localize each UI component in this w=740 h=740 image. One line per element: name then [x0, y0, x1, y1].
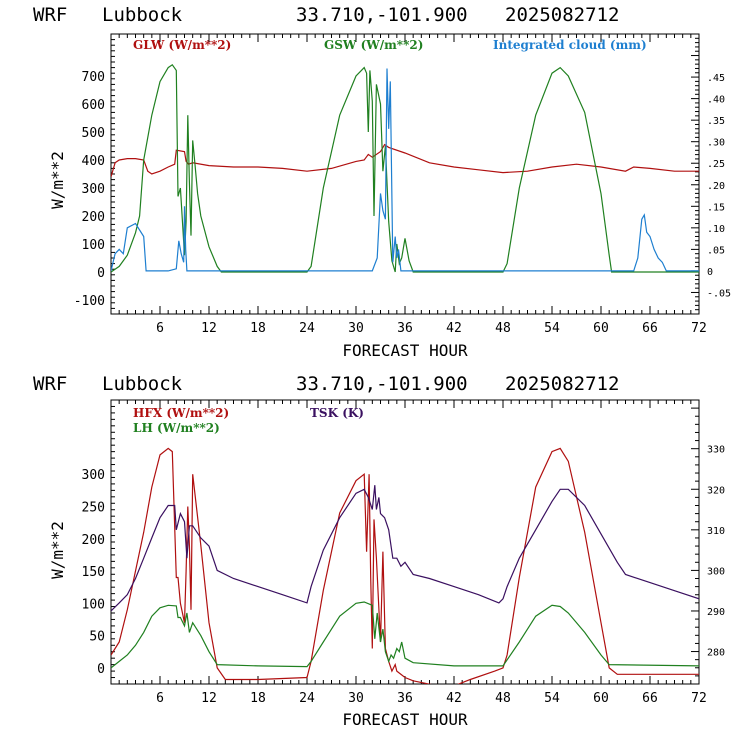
top-y2-tick-label: .05 — [707, 245, 725, 256]
top-series-line-0 — [111, 143, 699, 177]
top-y-tick-label: 600 — [82, 98, 105, 113]
bottom-x-tick-label: 18 — [250, 691, 266, 706]
top-x-tick-label: 24 — [299, 321, 315, 336]
top-x-tick-label: 72 — [691, 321, 707, 336]
top-x-tick-label: 12 — [201, 321, 217, 336]
top-y-tick-label: 300 — [82, 182, 105, 197]
bottom-x-tick-label: 30 — [348, 691, 364, 706]
bottom-x-tick-label: 66 — [642, 691, 658, 706]
bottom-x-tick-label: 24 — [299, 691, 315, 706]
bottom-x-tick-label: 72 — [691, 691, 707, 706]
top-y2-tick-label: .25 — [707, 159, 725, 170]
top-y2-tick-label: .10 — [707, 224, 725, 235]
top-y-tick-label: 700 — [82, 70, 105, 85]
top-x-tick-label: 60 — [593, 321, 609, 336]
bottom-x-tick-label: 36 — [397, 691, 413, 706]
bottom-series — [111, 447, 699, 684]
bottom-plot-frame — [110, 399, 700, 685]
top-chart: WRF Lubbock 33.710,-101.900 2025082712 6… — [33, 4, 731, 360]
bottom-x-tick-label: 6 — [156, 691, 164, 706]
bottom-y-tick-label: 250 — [82, 501, 105, 516]
top-y2-tick-label: .30 — [707, 138, 725, 149]
bottom-y-tick-label: 300 — [82, 468, 105, 483]
top-x-tick-label: 54 — [544, 321, 560, 336]
bottom-header-location: Lubbock — [102, 373, 183, 395]
bottom-header-coords: 33.710,-101.900 — [296, 373, 468, 395]
bottom-chart: WRF Lubbock 33.710,-101.900 2025082712 6… — [33, 373, 725, 729]
top-series-line-2 — [111, 68, 699, 272]
top-header-location: Lubbock — [102, 4, 183, 26]
bottom-legend-hfx: HFX (W/m**2) — [133, 406, 229, 420]
bottom-y-tick-label: 200 — [82, 533, 105, 548]
top-x-tick-label: 66 — [642, 321, 658, 336]
bottom-header-run: 2025082712 — [505, 373, 619, 395]
top-header-run: 2025082712 — [505, 4, 619, 26]
bottom-x-axis-label: FORECAST HOUR — [342, 710, 468, 729]
top-y-tick-label: -100 — [74, 294, 105, 309]
bottom-x-tick-label: 12 — [201, 691, 217, 706]
bottom-header-model: WRF — [33, 373, 67, 395]
top-x-tick-label: 30 — [348, 321, 364, 336]
top-header-model: WRF — [33, 4, 67, 26]
bottom-y-tick-label: 100 — [82, 597, 105, 612]
top-header-coords: 33.710,-101.900 — [296, 4, 468, 26]
bottom-y2-tick-label: 280 — [707, 648, 725, 659]
top-x-tick-label: 48 — [495, 321, 511, 336]
top-plot-frame — [110, 33, 700, 315]
top-y-tick-label: 500 — [82, 126, 105, 141]
top-ticks: 6 12 18 24 30 36 42 48 54 60 66 72 -100 0 100 200 300 400… — [74, 34, 731, 336]
bottom-series-line-0 — [111, 447, 699, 684]
bottom-y2-tick-label: 320 — [707, 485, 725, 496]
bottom-legend-lh: LH (W/m**2) — [133, 421, 220, 435]
bottom-series-line-1 — [111, 601, 699, 669]
bottom-y2-tick-label: 330 — [707, 445, 725, 456]
top-series-line-1 — [111, 63, 699, 273]
bottom-ticks: 6 12 18 24 30 36 42 48 54 60 66 72 0 50 100 150 200 250 30… — [82, 400, 725, 706]
top-y-tick-label: 400 — [82, 154, 105, 169]
top-y-axis-label: W/m**2 — [48, 151, 67, 209]
top-legend-cloud: Integrated cloud (mm) — [493, 38, 647, 52]
top-x-tick-label: 6 — [156, 321, 164, 336]
bottom-y-axis-label: W/m**2 — [48, 521, 67, 579]
top-legend-glw: GLW (W/m**2) — [133, 38, 231, 52]
bottom-x-tick-label: 48 — [495, 691, 511, 706]
top-x-tick-label: 42 — [446, 321, 462, 336]
top-series — [111, 63, 699, 273]
top-y-tick-label: 0 — [97, 266, 105, 281]
bottom-y2-tick-label: 300 — [707, 566, 725, 577]
bottom-y-tick-label: 0 — [97, 662, 105, 677]
bottom-x-tick-label: 42 — [446, 691, 462, 706]
bottom-y-tick-label: 150 — [82, 565, 105, 580]
bottom-x-tick-label: 54 — [544, 691, 560, 706]
top-y2-tick-label: -.05 — [707, 288, 731, 299]
bottom-legend-tsk: TSK (K) — [310, 406, 364, 420]
top-y2-tick-label: .40 — [707, 95, 725, 106]
top-x-tick-label: 18 — [250, 321, 266, 336]
bottom-series-line-2 — [111, 485, 699, 612]
bottom-y-tick-label: 50 — [89, 630, 105, 645]
top-y-tick-label: 100 — [82, 238, 105, 253]
bottom-y2-tick-label: 310 — [707, 526, 725, 537]
top-y2-tick-label: .20 — [707, 181, 725, 192]
bottom-y2-tick-label: 290 — [707, 607, 725, 618]
bottom-x-tick-label: 60 — [593, 691, 609, 706]
top-y2-tick-label: .45 — [707, 73, 725, 84]
top-legend-gsw: GSW (W/m**2) — [324, 38, 423, 52]
top-y2-tick-label: .15 — [707, 202, 725, 213]
top-x-axis-label: FORECAST HOUR — [342, 341, 468, 360]
top-y2-tick-label: .35 — [707, 116, 725, 127]
top-x-tick-label: 36 — [397, 321, 413, 336]
top-y2-tick-label: 0 — [707, 267, 713, 278]
top-y-tick-label: 200 — [82, 210, 105, 225]
